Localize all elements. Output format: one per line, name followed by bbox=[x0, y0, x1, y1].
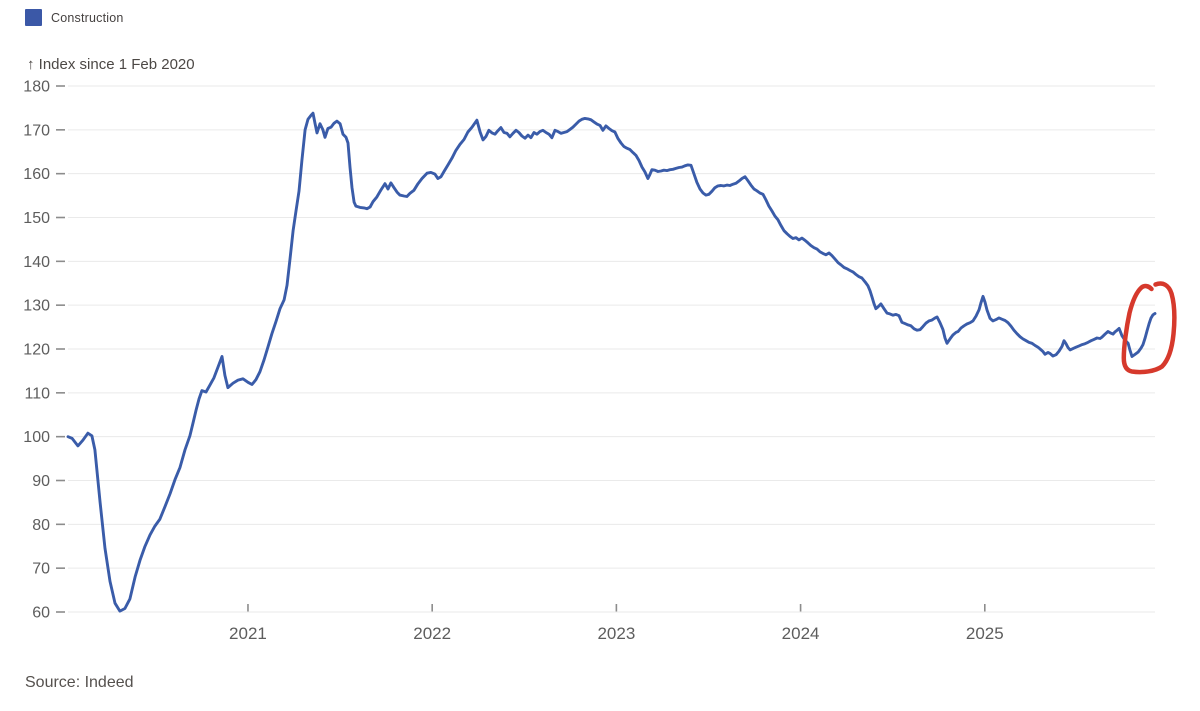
x-tick-label: 2024 bbox=[782, 624, 820, 643]
y-tick-label: 180 bbox=[23, 79, 50, 96]
x-tick-label: 2025 bbox=[966, 624, 1004, 643]
x-tick-label: 2023 bbox=[597, 624, 635, 643]
legend-swatch-construction bbox=[25, 9, 42, 26]
x-tick-label: 2022 bbox=[413, 624, 451, 643]
y-tick-label: 160 bbox=[23, 166, 50, 183]
y-tick-label: 80 bbox=[32, 517, 50, 534]
y-tick-label: 170 bbox=[23, 122, 50, 139]
x-tick-label: 2021 bbox=[229, 624, 267, 643]
y-tick-label: 130 bbox=[23, 298, 50, 315]
y-tick-label: 60 bbox=[32, 605, 50, 622]
source-note: Source: Indeed bbox=[25, 674, 134, 691]
y-tick-label: 120 bbox=[23, 342, 50, 359]
legend-label: Construction bbox=[51, 10, 124, 25]
series-line-construction bbox=[66, 111, 1157, 613]
y-tick-label: 140 bbox=[23, 254, 50, 271]
highlight-circle-annotation bbox=[1121, 281, 1177, 375]
y-axis-caption: ↑ Index since 1 Feb 2020 bbox=[27, 56, 195, 73]
y-tick-label: 150 bbox=[23, 210, 50, 227]
y-tick-label: 70 bbox=[32, 561, 50, 578]
y-tick-label: 90 bbox=[32, 473, 50, 490]
legend: Construction bbox=[25, 9, 124, 26]
y-tick-label: 100 bbox=[23, 429, 50, 446]
y-tick-label: 110 bbox=[24, 385, 50, 402]
